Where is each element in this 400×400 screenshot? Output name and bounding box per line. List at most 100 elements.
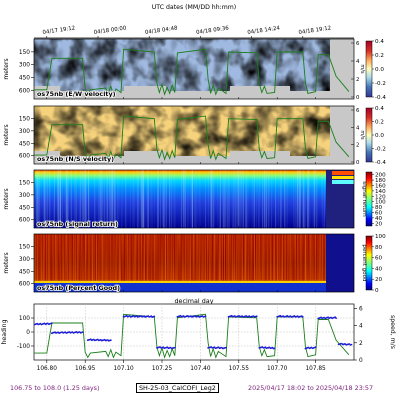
x-tick-label: 107.85 <box>305 366 326 372</box>
speed-tick-label: 2 <box>356 143 359 149</box>
speed-tick-label: 2 <box>359 341 363 347</box>
heading-point <box>81 331 84 333</box>
footer-cruise-id: SH-25-03_CalCOFI_Leg2 <box>136 383 219 393</box>
y-tick-label: 150 <box>19 180 30 186</box>
panel-title-pg: os75nb (Percent Good) <box>37 284 120 292</box>
footer-utc-span: 2025/04/17 18:02 to 2025/04/18 23:57 <box>248 384 374 392</box>
speed-tick-label: 0 <box>356 160 360 166</box>
top-axis-title: UTC dates (MM/DD hh:mm) <box>152 4 236 11</box>
heading-point <box>204 315 207 318</box>
panel-title-ns: os75nb (N/S velocity) <box>37 155 114 163</box>
y-tick-label: 600 <box>19 154 30 160</box>
colorbar-tick-label: 0.0 <box>375 133 384 139</box>
y-tick-label: 150 <box>19 50 30 56</box>
y-tick-label: 450 <box>19 76 30 82</box>
x-tick-label: 106.95 <box>75 366 96 372</box>
y-tick-label: 450 <box>19 205 30 211</box>
colorbar-tick-label: 100 <box>375 200 386 206</box>
footer-time-range: 106.75 to 108.0 (1.25 days) <box>10 384 100 392</box>
top-axis-label: 04/18 19:12 <box>298 25 331 36</box>
colorbar-tick-label: -0.4 <box>375 95 386 101</box>
y-tick-label: 450 <box>19 141 30 147</box>
top-axis-label: 04/18 00:00 <box>93 25 127 36</box>
colorbar <box>365 107 373 163</box>
heading-point <box>273 347 276 350</box>
x-tick-label: 107.70 <box>267 366 288 372</box>
y-axis-label: meters <box>3 188 10 209</box>
speed-trace <box>34 48 350 96</box>
speed-tick-label: 4 <box>356 125 360 131</box>
speed-tick-label: 6 <box>356 108 360 114</box>
y-tick-label: 300 <box>19 129 30 135</box>
y-axis-label: meters <box>3 124 10 145</box>
heading-point <box>51 322 53 324</box>
y-tick-label: 300 <box>19 63 30 69</box>
colorbar-tick-label: 80 <box>375 245 383 251</box>
heading-tick-label: 0 <box>26 330 30 336</box>
top-date-axis: 04/17 19:12 04/18 00:00 04/18 04:48 04/18 0… <box>34 4 354 39</box>
heading-point <box>350 343 353 346</box>
colorbar-tick-label: -0.4 <box>375 160 386 166</box>
colorbar-tick-label: 0.4 <box>375 106 384 112</box>
heading-point <box>335 317 337 319</box>
y-tick-label: 450 <box>19 269 30 275</box>
speed-tick-label: 6 <box>356 41 360 47</box>
top-axis-label: 04/18 14:24 <box>247 25 281 36</box>
colorbar-tick-label: 0.2 <box>375 120 384 126</box>
speed-tick-label: 2 <box>356 77 359 83</box>
y-axis-label: meters <box>3 252 10 273</box>
x-tick-label: 107.55 <box>229 366 250 372</box>
panel-signal-return: 150 300 450 600 meters os75nb (signal return… <box>3 169 386 229</box>
colorbar-tick-label: 20 <box>375 277 383 283</box>
colorbar-tick-label: 0 <box>375 288 379 294</box>
y-tick-label: 300 <box>19 193 30 199</box>
colorbar-tick-label: 60 <box>375 211 383 217</box>
panel-ew-velocity: 150 300 450 600 meters 6 4 2 0 m/s os75nb (E/W v… <box>3 38 386 101</box>
shared-x-axis: 106.80106.95107.10107.25107.40107.55107.… <box>175 297 214 305</box>
colorbar-tick-label: -0.2 <box>375 147 386 153</box>
speed-unit-label: m/s <box>359 64 365 74</box>
colorbar-label: signal return <box>361 181 367 217</box>
colorbar-tick-label: 160 <box>375 184 386 190</box>
colorbar-tick-label: 80 <box>375 205 383 211</box>
top-axis-label: 04/17 19:12 <box>42 25 75 36</box>
colorbar-tick-label: 180 <box>375 178 386 184</box>
panel-title-ew: os75nb (E/W velocity) <box>37 90 116 98</box>
top-axis-label: 04/18 09:36 <box>196 25 230 36</box>
colorbar-tick-label: 120 <box>375 194 386 200</box>
heading-point <box>153 315 156 318</box>
panel-ns-velocity: 150 300 450 600 meters 6 4 2 0 m/s os75nb (N/S v… <box>3 105 386 166</box>
y-tick-label: 300 <box>19 257 30 263</box>
colorbar-tick-label: 0.4 <box>375 39 384 45</box>
x-tick-label: 107.10 <box>113 366 134 372</box>
speed-axis-label: speed, m/s <box>389 315 396 349</box>
colorbar-tick-label: 20 <box>375 221 383 227</box>
y-tick-label: 600 <box>19 218 30 224</box>
colorbar-tick-label: 40 <box>375 216 383 222</box>
heading-point <box>225 346 227 349</box>
colorbar <box>365 40 373 98</box>
footer: 106.75 to 108.0 (1.25 days) SH-25-03_Cal… <box>0 383 400 398</box>
x-axis-title: decimal day <box>175 297 214 305</box>
y-tick-label: 600 <box>19 282 30 288</box>
y-tick-label: 150 <box>19 116 30 122</box>
panel-heading-speed: -100 0 100 0 2 4 6 106.80 106.95 107.10 107.25 10… <box>1 303 396 372</box>
colorbar <box>365 235 373 291</box>
speed-tick-label: 0 <box>359 358 363 364</box>
colorbar-tick-label: 200 <box>375 173 386 179</box>
colorbar-label: percent good <box>361 244 367 282</box>
colorbar-tick-label: 0.0 <box>375 67 384 73</box>
y-axis-label: meters <box>3 58 10 79</box>
x-tick-label: 106.80 <box>37 366 58 372</box>
heading-point <box>109 339 112 342</box>
y-tick-label: 150 <box>19 244 30 250</box>
colorbar-tick-label: 60 <box>375 256 383 262</box>
x-tick-label: 107.40 <box>190 366 211 372</box>
speed-unit-label: m/s <box>359 130 365 140</box>
speed-tick-label: 6 <box>359 306 363 312</box>
heading-point <box>301 316 304 318</box>
y-tick-label: 600 <box>19 88 30 94</box>
colorbar-tick-label: -0.2 <box>375 81 386 87</box>
heading-axis-label: heading <box>1 319 8 344</box>
